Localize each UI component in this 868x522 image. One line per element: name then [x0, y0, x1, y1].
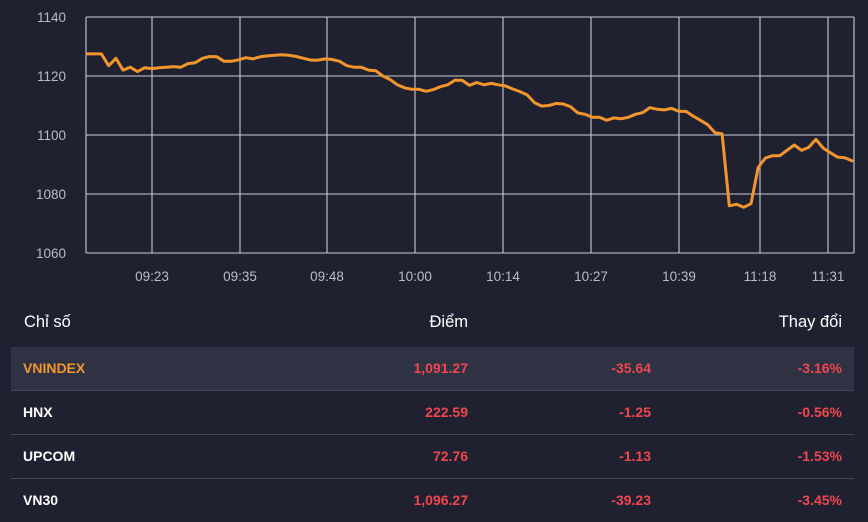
index-change-percent: -3.45%	[797, 492, 842, 508]
index-value: 1,096.27	[413, 492, 469, 508]
header-points: Điểm	[429, 313, 468, 331]
index-name: VN30	[23, 492, 59, 508]
x-tick-label: 09:48	[310, 269, 344, 284]
table-row-upcom[interactable]: UPCOM 72.76 -1.13 -1.53%	[11, 435, 854, 479]
y-tick-label: 1120	[37, 69, 66, 84]
x-tick-label: 09:23	[135, 269, 169, 284]
index-table: Chỉ số Điểm Thay đổi VNINDEX 1,091.27 -3…	[11, 300, 854, 522]
x-tick-label: 09:35	[223, 269, 257, 284]
x-tick-label: 10:00	[398, 269, 432, 284]
index-line-chart: 1140 1120 1100 1080 1060 09:23 09:35 09:48 10:0…	[36, 10, 855, 284]
index-name: VNINDEX	[23, 360, 86, 376]
table-row-vn30[interactable]: VN30 1,096.27 -39.23 -3.45%	[11, 479, 854, 522]
index-value: 222.59	[425, 404, 468, 420]
index-value: 1,091.27	[413, 360, 469, 376]
y-tick-label: 1100	[37, 128, 66, 143]
x-tick-label: 10:27	[574, 269, 608, 284]
x-axis-ticks: 09:23 09:35 09:48 10:00 10:14 10:27 10:39 11:18…	[135, 269, 844, 284]
index-change-percent: -3.16%	[797, 360, 842, 376]
x-tick-label: 10:39	[662, 269, 696, 284]
y-tick-label: 1080	[36, 187, 66, 202]
header-change: Thay đổi	[778, 313, 842, 331]
index-change: -39.23	[611, 492, 651, 508]
table-row-hnx[interactable]: HNX 222.59 -1.25 -0.56%	[11, 391, 854, 435]
x-tick-label: 11:18	[744, 269, 777, 284]
header-index-name: Chỉ số	[24, 313, 71, 331]
index-change-percent: -0.56%	[797, 404, 842, 420]
y-axis-ticks: 1140 1120 1100 1080 1060	[36, 10, 66, 261]
chart-grid	[85, 16, 855, 254]
index-name: HNX	[23, 404, 53, 420]
index-value: 72.76	[432, 448, 468, 464]
table-header: Chỉ số Điểm Thay đổi	[11, 300, 854, 347]
index-change: -35.64	[611, 360, 651, 376]
x-tick-label: 11:31	[812, 269, 845, 284]
index-change-percent: -1.53%	[797, 448, 842, 464]
y-tick-label: 1060	[36, 246, 66, 261]
x-tick-label: 10:14	[486, 269, 520, 284]
y-tick-label: 1140	[37, 10, 66, 25]
index-change: -1.13	[619, 448, 651, 464]
vnindex-price-line	[85, 52, 854, 209]
table-row-vnindex[interactable]: VNINDEX 1,091.27 -35.64 -3.16%	[11, 347, 854, 391]
index-name: UPCOM	[23, 448, 76, 464]
index-change: -1.25	[619, 404, 651, 420]
